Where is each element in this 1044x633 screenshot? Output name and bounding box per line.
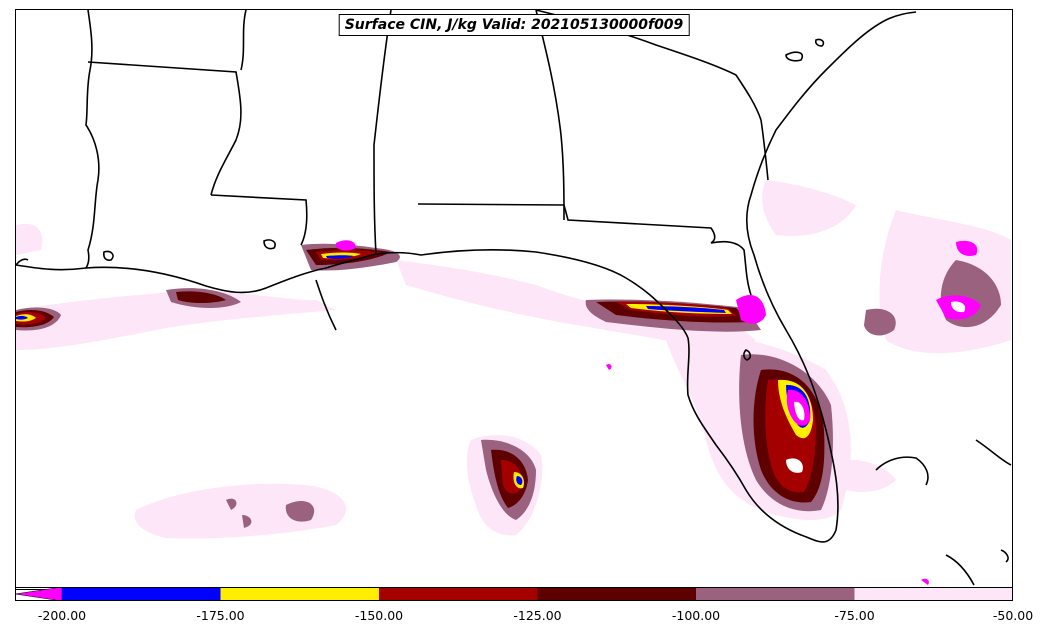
colorbar-bin [220,587,380,601]
map-title: Surface CIN, J/kg Valid: 202105130000f00… [338,14,690,36]
colorbar-tick-label: -50.00 [992,608,1034,623]
colorbar-bin [62,587,221,601]
colorbar [15,587,1013,601]
colorbar-tick-label: -125.00 [513,608,562,623]
colorbar-bin [537,587,697,601]
colorbar-bin [379,587,538,601]
colorbar-bin [854,587,1013,601]
colorbar-tick-label: -100.00 [671,608,721,623]
colorbar-tick-label: -75.00 [834,608,875,623]
colorbar-extend-triangle [15,587,63,601]
colorbar-bin [696,587,855,601]
colorbar-tick-label: -175.00 [196,608,245,623]
cin-map [16,10,1012,586]
colorbar-tick-label: -150.00 [354,608,404,623]
colorbar-tick-label: -200.00 [37,608,87,623]
coastlines-borders [16,10,1012,586]
colorbar-tick-labels: -200.00 -175.00 -150.00 -125.00 -100.00 … [0,603,1044,633]
map-panel: Surface CIN, J/kg Valid: 202105130000f00… [15,9,1013,590]
cin-holes [786,301,966,473]
